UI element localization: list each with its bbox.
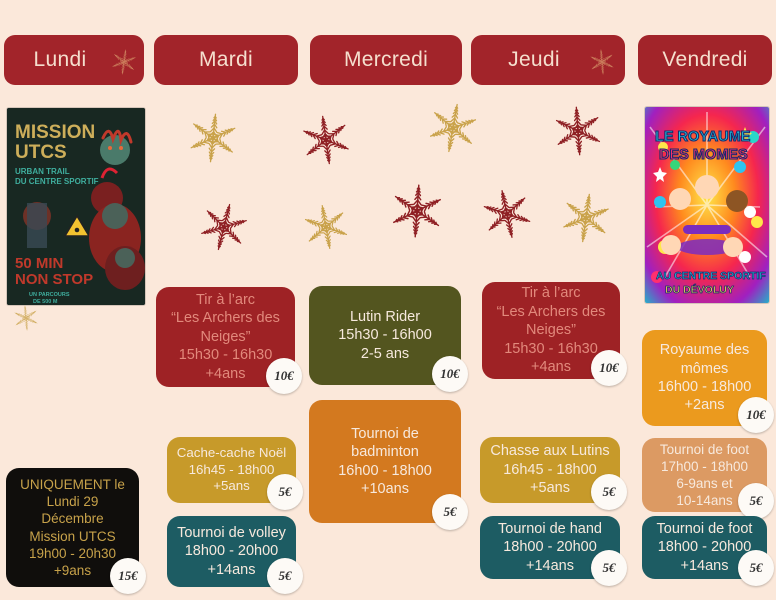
svg-text:UN PARCOURS: UN PARCOURS [29,292,70,298]
svg-text:LE ROYAUME: LE ROYAUME [655,129,751,145]
svg-text:UTCS: UTCS [15,142,67,163]
svg-text:AU CENTRE SPORTIF: AU CENTRE SPORTIF [656,270,766,282]
svg-text:DU CENTRE SPORTIF: DU CENTRE SPORTIF [15,177,99,186]
svg-text:DU DÉVOLUY: DU DÉVOLUY [665,283,734,296]
svg-text:DES MOMES: DES MOMES [659,147,748,163]
svg-text:MISSION: MISSION [15,122,95,143]
svg-text:50 MIN: 50 MIN [15,255,63,272]
svg-text:URBAN TRAIL: URBAN TRAIL [15,167,70,176]
svg-text:NON STOP: NON STOP [15,271,93,288]
